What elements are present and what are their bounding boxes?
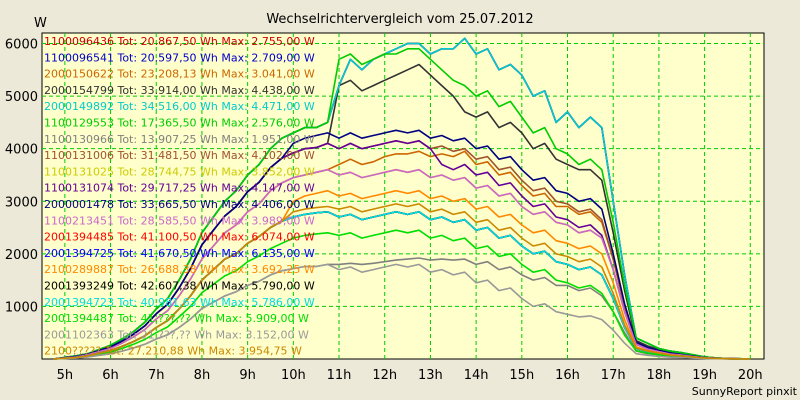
x-tick-label: 9h [239, 368, 256, 383]
y-tick-label: 5000 [5, 90, 38, 105]
x-tick-label: 11h [327, 368, 352, 383]
legend-entry: 2001102363 Tot: 21.???,?? Wh Max: 3.152,… [44, 328, 309, 341]
x-tick-label: 15h [509, 368, 534, 383]
y-axis-label: W [34, 16, 47, 31]
legend-entry: 2001394725 Tot: 41.670,50 Wh Max: 6.135,… [44, 247, 315, 260]
x-tick-label: 8h [194, 368, 211, 383]
legend-entry: 1100129553 Tot: 17.365,50 Wh Max: 2.576,… [44, 117, 315, 130]
legend-entry: 2000149892 Tot: 34.516,00 Wh Max: 4.471,… [44, 100, 315, 113]
legend-entry: 2001394485 Tot: 41.100,50 Wh Max: 6.074,… [44, 231, 315, 244]
x-tick-label: 16h [555, 368, 580, 383]
legend-entry: 2000154799 Tot: 33.914,00 Wh Max: 4.438,… [44, 84, 315, 97]
plot-area [41, 32, 765, 360]
legend-entry: 2100????? Tot: 27.210,88 Wh Max: 3.954,7… [44, 345, 302, 358]
legend-entry: 1100096541 Tot: 20.597,50 Wh Max: 2.709,… [44, 51, 315, 64]
x-tick-label: 13h [418, 368, 443, 383]
y-tick-label: 3000 [5, 195, 38, 210]
x-tick-label: 12h [372, 368, 397, 383]
y-tick-label: 4000 [5, 143, 38, 158]
y-tick-label: 2000 [5, 248, 38, 263]
legend-entry: 1100096436 Tot: 20.867,50 Wh Max: 2.755,… [44, 35, 315, 48]
x-tick-label: 6h [102, 368, 119, 383]
legend-entry: 2001394723 Tot: 40.981,63 Wh Max: 5.786,… [44, 296, 315, 309]
y-axis-ticks: 1000 2000 3000 4000 5000 6000 [5, 38, 38, 316]
x-tick-label: 5h [57, 368, 74, 383]
legend-entry: 1100131074 Tot: 29.717,25 Wh Max: 4.147,… [44, 182, 315, 195]
y-tick-label: 6000 [5, 38, 38, 53]
x-tick-label: 18h [647, 368, 672, 383]
legend-entry: 2000001478 Tot: 33.665,50 Wh Max: 4.406,… [44, 198, 315, 211]
legend-entry: 1100131006 Tot: 31.481,50 Wh Max: 4.102,… [44, 149, 315, 162]
legend: 1100096436 Tot: 20.867,50 Wh Max: 2.755,… [44, 35, 315, 358]
x-tick-label: 19h [692, 368, 717, 383]
legend-entry: 1100213451 Tot: 28.585,50 Wh Max: 3.989,… [44, 214, 315, 227]
y-tick-label: 1000 [5, 300, 38, 315]
legend-entry: 2100289887 Tot: 26.688,38 Wh Max: 3.692,… [44, 263, 315, 276]
x-tick-label: 20h [738, 368, 763, 383]
series-line-6 [53, 47, 751, 360]
legend-entry: 1100130966 Tot: 13.907,25 Wh Max: 1.951,… [44, 133, 315, 146]
series-lines [53, 37, 751, 360]
legend-entry: 2001394487 Tot: 41.???,?? Wh Max: 5.909,… [44, 312, 309, 325]
x-tick-label: 17h [601, 368, 626, 383]
series-line-20 [53, 203, 751, 360]
legend-entry: 1100131025 Tot: 28.744,75 Wh Max: 3.852,… [44, 165, 315, 178]
chart-title: Wechselrichtervergleich vom 25.07.2012 [266, 12, 533, 27]
x-tick-label: 10h [281, 368, 306, 383]
series-line-11 [53, 129, 751, 360]
x-tick-label: 14h [464, 368, 489, 383]
series-line-18 [53, 229, 751, 360]
legend-entry: 2000150622 Tot: 23.208,13 Wh Max: 3.041,… [44, 68, 315, 81]
x-axis-ticks: 5h 6h 7h 8h 9h 10h 11h 12h 13h 14h 15h 16h 17h 18h 19h… [57, 368, 763, 383]
series-line-19 [53, 263, 751, 360]
x-tick-label: 7h [148, 368, 165, 383]
footer-credit: SunnyReport pinxit [692, 385, 798, 398]
series-line-12 [53, 168, 751, 360]
legend-entry: 2001393249 Tot: 42.607,38 Wh Max: 5.790,… [44, 280, 315, 293]
